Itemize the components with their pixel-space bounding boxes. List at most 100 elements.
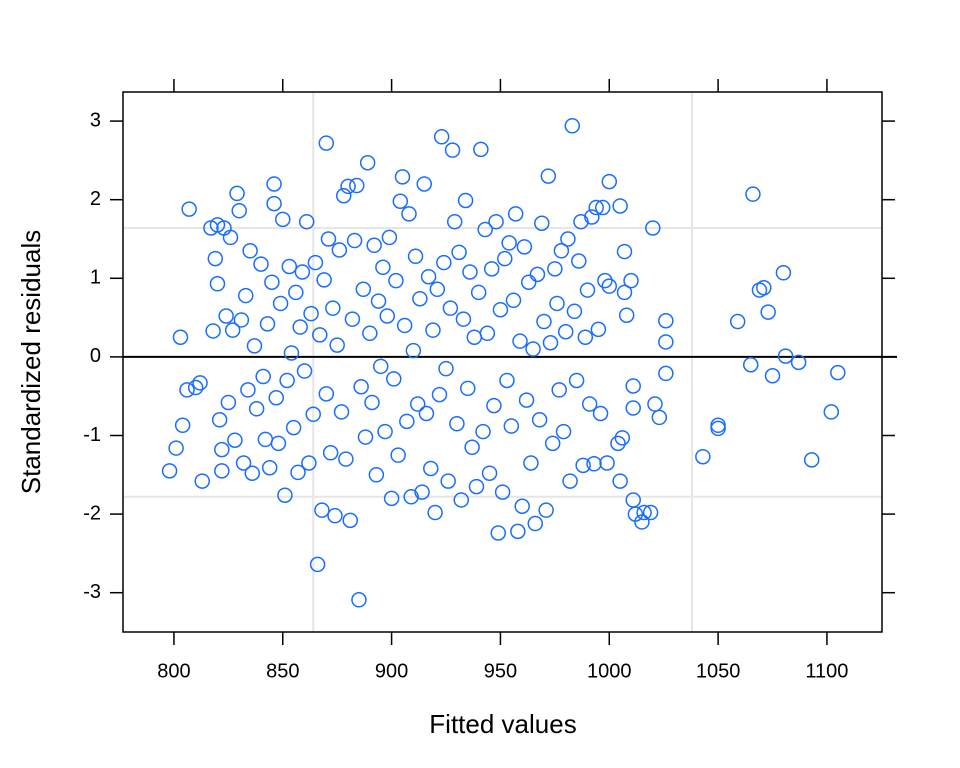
point xyxy=(161,463,178,479)
point xyxy=(462,264,478,280)
point xyxy=(599,455,615,471)
point xyxy=(333,404,350,420)
point xyxy=(229,185,245,202)
point xyxy=(625,492,641,508)
point xyxy=(231,202,247,219)
point xyxy=(579,282,596,298)
point xyxy=(553,243,570,259)
point xyxy=(372,358,389,375)
point xyxy=(174,417,191,434)
point xyxy=(623,272,639,289)
point xyxy=(520,274,537,290)
y-tick-label: -2 xyxy=(83,502,101,524)
point xyxy=(277,487,293,503)
point xyxy=(444,142,461,158)
point xyxy=(507,206,524,222)
point xyxy=(285,419,302,436)
point xyxy=(377,423,393,440)
x-tick-label: 1050 xyxy=(696,660,741,682)
x-tick-label: 800 xyxy=(157,660,190,682)
point xyxy=(610,435,626,452)
point xyxy=(475,423,491,440)
point xyxy=(527,515,544,532)
point xyxy=(586,456,602,472)
point xyxy=(647,396,663,412)
y-tick-label: -3 xyxy=(83,581,101,603)
point xyxy=(325,300,341,316)
point xyxy=(209,276,226,292)
point xyxy=(270,435,287,452)
point xyxy=(494,484,511,500)
point xyxy=(571,253,587,269)
point xyxy=(355,281,372,298)
point xyxy=(486,397,502,414)
point xyxy=(394,169,411,185)
point xyxy=(642,504,659,521)
point xyxy=(301,455,317,471)
point xyxy=(577,329,594,345)
y-tick-label: 2 xyxy=(90,188,101,210)
point xyxy=(386,371,402,387)
point xyxy=(214,441,230,458)
point xyxy=(601,278,618,294)
point xyxy=(335,188,352,204)
point xyxy=(420,268,437,285)
point xyxy=(745,186,761,202)
point xyxy=(594,199,611,216)
point xyxy=(412,290,428,307)
point xyxy=(240,382,256,398)
point xyxy=(418,405,435,422)
point xyxy=(590,321,607,338)
point xyxy=(179,382,195,398)
point xyxy=(618,307,635,323)
point xyxy=(516,239,533,255)
point xyxy=(658,365,674,382)
point xyxy=(597,272,613,289)
point xyxy=(318,386,335,402)
point xyxy=(464,439,480,456)
point xyxy=(290,464,306,481)
point xyxy=(510,523,526,540)
point xyxy=(614,430,631,446)
point xyxy=(368,467,385,483)
point xyxy=(233,312,250,328)
point xyxy=(616,243,633,260)
point xyxy=(455,311,472,327)
point xyxy=(214,463,230,479)
point xyxy=(346,232,363,249)
point xyxy=(625,378,641,394)
point xyxy=(248,401,265,417)
point xyxy=(542,334,559,351)
point xyxy=(416,176,432,192)
point xyxy=(296,363,313,379)
point xyxy=(756,279,772,296)
point xyxy=(375,259,391,276)
point xyxy=(451,244,467,261)
point xyxy=(544,435,561,452)
point xyxy=(658,312,674,329)
point xyxy=(575,457,591,474)
point xyxy=(388,272,404,289)
point xyxy=(505,292,522,309)
point xyxy=(168,440,184,456)
point xyxy=(729,313,746,330)
point xyxy=(242,243,258,259)
point xyxy=(407,248,424,265)
point xyxy=(244,465,261,481)
point xyxy=(283,345,300,361)
point xyxy=(266,195,282,212)
point xyxy=(573,213,589,230)
point xyxy=(279,372,295,389)
point xyxy=(775,265,792,281)
point xyxy=(255,368,271,385)
x-tick-label: 850 xyxy=(266,660,299,682)
point xyxy=(349,177,365,194)
point xyxy=(634,514,650,530)
point xyxy=(362,325,378,342)
point xyxy=(275,211,291,228)
point xyxy=(453,492,470,508)
point xyxy=(468,478,485,495)
point xyxy=(581,396,598,412)
point xyxy=(392,193,409,210)
